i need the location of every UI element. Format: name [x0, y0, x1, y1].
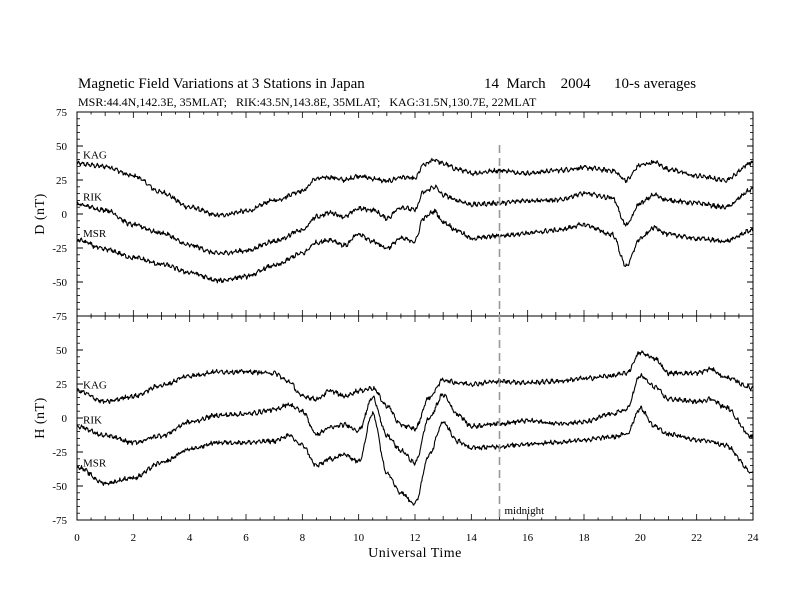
x-tick-label: 10: [353, 532, 365, 544]
x-tick-label: 2: [131, 532, 137, 544]
h-y-tick-label: -25: [52, 447, 67, 459]
h-series-label-rik: RIK: [83, 415, 102, 427]
d-y-tick-label: 50: [56, 141, 68, 153]
d-plot-frame: [76, 111, 754, 317]
d-y-tick-label: -50: [52, 277, 67, 289]
x-tick-label: 8: [300, 532, 306, 544]
x-axis-label: Universal Time: [368, 546, 462, 561]
h-series-rik: [76, 373, 754, 466]
station-coordinates: MSR:44.4N,142.3E, 35MLAT; RIK:43.5N,143.…: [78, 95, 537, 109]
d-y-tick-label: -75: [52, 311, 67, 323]
d-axis-label: D (nT): [33, 193, 48, 235]
d-series-label-kag: KAG: [83, 150, 107, 162]
d-series-kag: [76, 158, 754, 218]
chart-averaging: 10-s averages: [614, 76, 696, 92]
overlay: midnight: [498, 145, 545, 520]
h-y-tick-label: -75: [52, 515, 67, 527]
h-y-tick-label: 25: [56, 379, 68, 391]
x-tick-label: 16: [522, 532, 534, 544]
x-tick-label: 6: [243, 532, 249, 544]
h-axis-label: H (nT): [33, 397, 48, 439]
d-series-label-rik: RIK: [83, 191, 102, 203]
h-plot-frame: [76, 315, 754, 521]
x-tick-label: 24: [748, 532, 760, 544]
h-series-label-kag: KAG: [83, 380, 107, 392]
d-y-tick-label: 75: [56, 107, 68, 119]
h-y-tick-label: 50: [56, 345, 68, 357]
d-component-panel: 75 50 25 0 -25 -50 -75 KAG RIK MSR: [52, 107, 754, 323]
d-series-label-msr: MSR: [83, 228, 107, 240]
chart-title: Magnetic Field Variations at 3 Stations …: [78, 76, 365, 92]
midnight-label: midnight: [505, 505, 545, 517]
d-series-msr: [76, 208, 754, 284]
chart-date: 14 March 2004: [484, 76, 591, 92]
x-tick-label: 4: [187, 532, 193, 544]
h-series-label-msr: MSR: [83, 458, 107, 470]
x-tick-label: 14: [466, 532, 478, 544]
x-tick-label: 12: [410, 532, 421, 544]
h-y-tick-label: 0: [62, 413, 68, 425]
h-series-kag: [76, 350, 754, 432]
x-tick-label: 22: [691, 532, 702, 544]
h-series-msr: [76, 405, 754, 506]
x-tick-label: 18: [579, 532, 591, 544]
d-y-tick-label: -25: [52, 243, 67, 255]
x-tick-label: 20: [635, 532, 647, 544]
x-tick-label: 0: [74, 532, 80, 544]
h-y-tick-label: -50: [52, 481, 67, 493]
d-y-tick-label: 0: [62, 209, 68, 221]
d-series-rik: [76, 184, 754, 256]
d-y-tick-label: 25: [56, 175, 68, 187]
